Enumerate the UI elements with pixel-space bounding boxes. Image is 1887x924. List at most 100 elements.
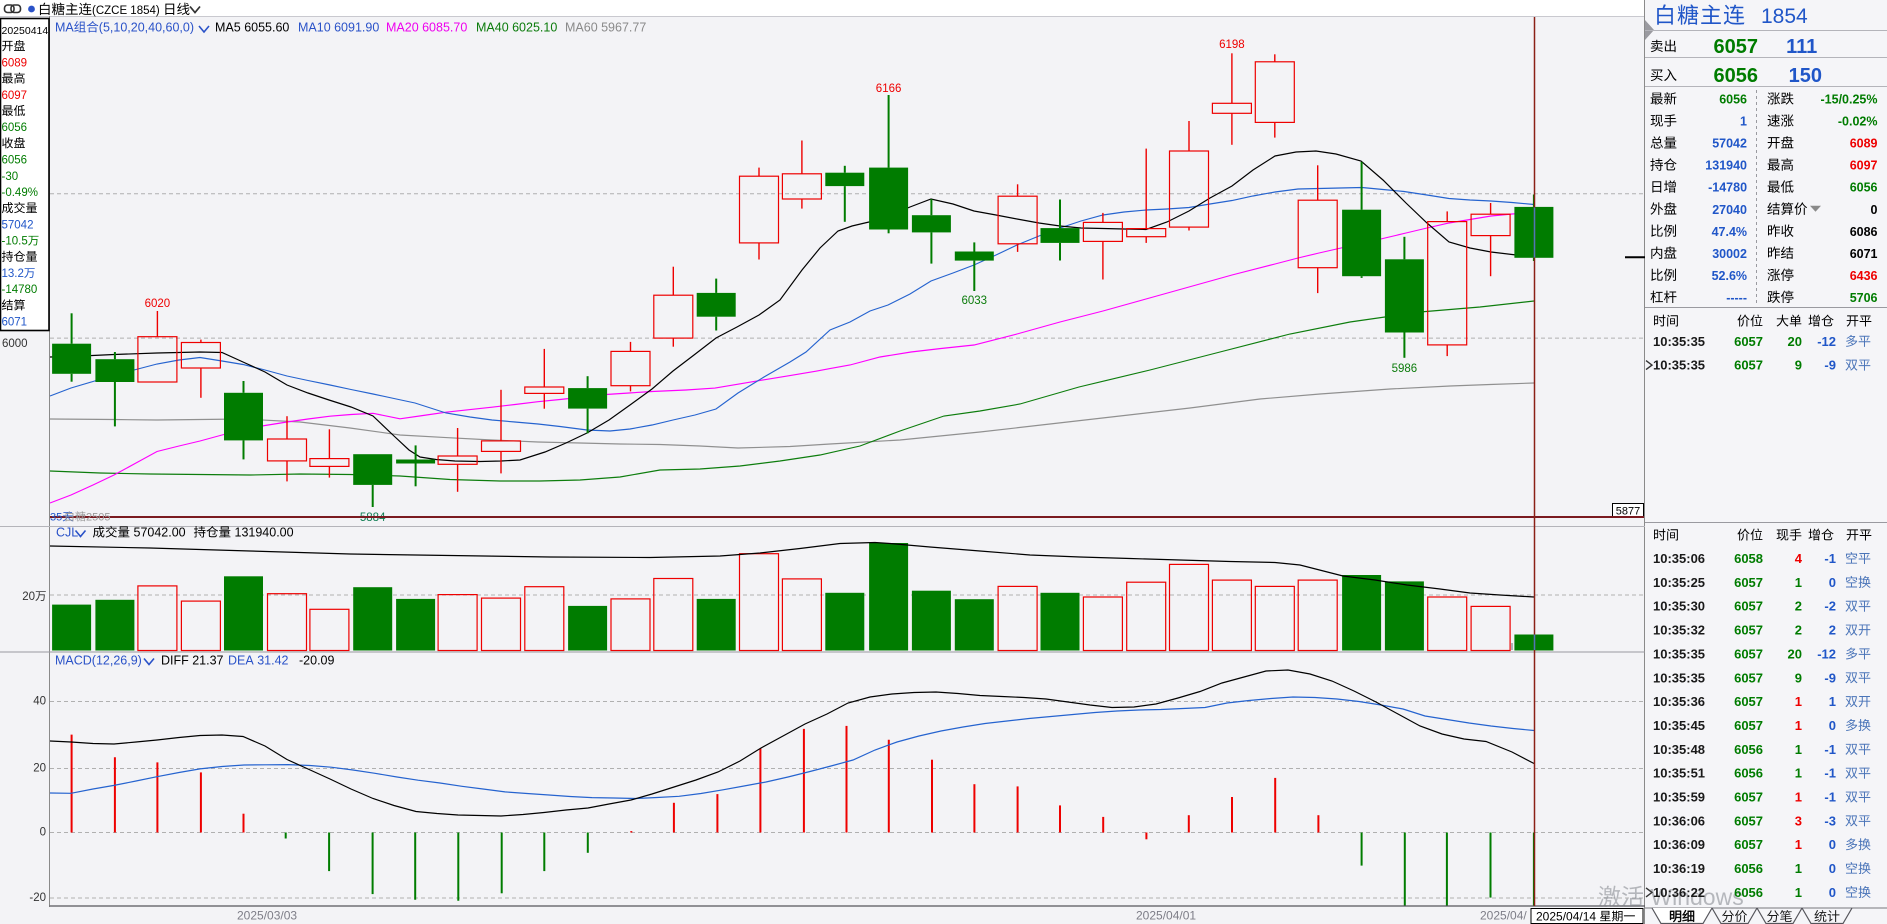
svg-text:131940.00: 131940.00 — [235, 526, 294, 540]
svg-text:10:36:22: 10:36:22 — [1653, 885, 1705, 900]
svg-text:2025/04/14: 2025/04/14 — [1536, 910, 1596, 924]
svg-text:6057: 6057 — [1734, 646, 1763, 661]
svg-text:6056: 6056 — [1734, 861, 1763, 876]
svg-text:6056: 6056 — [2, 122, 28, 134]
svg-text:9: 9 — [1795, 670, 1802, 685]
svg-text:6033: 6033 — [962, 295, 988, 307]
svg-text:-30: -30 — [2, 171, 19, 183]
svg-text:-1: -1 — [1824, 790, 1836, 805]
svg-text:6057: 6057 — [1734, 358, 1763, 373]
svg-text:2505: 2505 — [86, 512, 110, 524]
svg-text:5967.77: 5967.77 — [601, 21, 646, 35]
svg-text:52.6%: 52.6% — [1712, 269, 1747, 283]
svg-text:10:35:45: 10:35:45 — [1653, 718, 1705, 733]
svg-text:6057: 6057 — [1734, 837, 1763, 852]
svg-text:MA40: MA40 — [476, 21, 509, 35]
svg-text:10:35:35: 10:35:35 — [1653, 646, 1705, 661]
svg-text:6057: 6057 — [1734, 718, 1763, 733]
svg-text:2025/04/01: 2025/04/01 — [1136, 909, 1196, 923]
svg-text:-1: -1 — [1824, 766, 1836, 781]
svg-text:(5,10,20,40,60,0): (5,10,20,40,60,0) — [99, 21, 194, 35]
svg-text:10:35:51: 10:35:51 — [1653, 766, 1705, 781]
svg-text:MA10: MA10 — [298, 21, 331, 35]
svg-text:6086: 6086 — [1850, 225, 1878, 239]
svg-text:6056: 6056 — [1850, 181, 1878, 195]
svg-text:10:35:35: 10:35:35 — [1653, 358, 1705, 373]
svg-text:-0.49%: -0.49% — [2, 187, 38, 199]
svg-text:10:35:59: 10:35:59 — [1653, 790, 1705, 805]
svg-text:20: 20 — [1788, 646, 1802, 661]
svg-text:1: 1 — [1795, 742, 1802, 757]
svg-text:31.42: 31.42 — [257, 654, 288, 668]
svg-text:1: 1 — [1740, 115, 1747, 129]
svg-text:6025.10: 6025.10 — [512, 21, 557, 35]
svg-text:6085.70: 6085.70 — [422, 21, 467, 35]
svg-text:6057: 6057 — [1734, 694, 1763, 709]
svg-text:-20.09: -20.09 — [299, 654, 334, 668]
svg-text:MA60: MA60 — [565, 21, 598, 35]
svg-text:6166: 6166 — [876, 83, 902, 95]
svg-text:13.2: 13.2 — [2, 268, 24, 280]
svg-text:6198: 6198 — [1219, 39, 1245, 51]
svg-text:1: 1 — [1795, 790, 1802, 805]
svg-text:9: 9 — [1795, 358, 1802, 373]
svg-text:-12: -12 — [1817, 646, 1836, 661]
svg-text:-15/0.25%: -15/0.25% — [1821, 93, 1878, 107]
svg-text:5706: 5706 — [1850, 291, 1878, 305]
svg-text:20: 20 — [22, 591, 35, 603]
svg-text:-14780: -14780 — [2, 284, 38, 296]
svg-text:6057: 6057 — [1734, 790, 1763, 805]
svg-text:10:36:06: 10:36:06 — [1653, 813, 1705, 828]
svg-text:10:35:35: 10:35:35 — [1653, 670, 1705, 685]
svg-text:10:36:19: 10:36:19 — [1653, 861, 1705, 876]
svg-text:-0.02%: -0.02% — [1838, 115, 1878, 129]
svg-text:20: 20 — [33, 763, 46, 775]
svg-text:3: 3 — [1795, 813, 1802, 828]
svg-text:6089: 6089 — [1850, 137, 1878, 151]
svg-text:CJL: CJL — [56, 526, 78, 540]
svg-text:20: 20 — [1788, 334, 1802, 349]
svg-text:6056: 6056 — [1734, 742, 1763, 757]
svg-text:-9: -9 — [1824, 358, 1836, 373]
svg-text:1: 1 — [1795, 694, 1802, 709]
svg-text:6056: 6056 — [1734, 766, 1763, 781]
svg-text:-1: -1 — [1824, 742, 1836, 757]
svg-text:111: 111 — [1786, 36, 1817, 58]
svg-text:35: 35 — [50, 512, 62, 524]
svg-text:(CZCE: (CZCE — [92, 5, 127, 17]
svg-text:40: 40 — [33, 696, 46, 708]
svg-text:6097: 6097 — [1850, 159, 1878, 173]
svg-text:57042: 57042 — [2, 219, 34, 231]
svg-text:10:35:32: 10:35:32 — [1653, 623, 1705, 638]
svg-text:-10.5: -10.5 — [2, 236, 28, 248]
svg-text:MACD(12,26,9): MACD(12,26,9) — [55, 654, 142, 668]
svg-text:10:36:09: 10:36:09 — [1653, 837, 1705, 852]
svg-text:6057: 6057 — [1734, 623, 1763, 638]
svg-text:10:35:30: 10:35:30 — [1653, 599, 1705, 614]
svg-text:6056: 6056 — [1714, 65, 1759, 87]
svg-text:1: 1 — [1795, 718, 1802, 733]
svg-text:-9: -9 — [1824, 670, 1836, 685]
svg-text:6000: 6000 — [2, 338, 28, 350]
svg-text:0: 0 — [1829, 861, 1836, 876]
svg-text:6071: 6071 — [2, 317, 28, 329]
svg-text:6055.60: 6055.60 — [244, 21, 289, 35]
svg-text:-3: -3 — [1824, 813, 1836, 828]
svg-text:10:35:06: 10:35:06 — [1653, 551, 1705, 566]
svg-text:5986: 5986 — [1392, 363, 1418, 375]
svg-text:5877: 5877 — [1616, 506, 1640, 518]
svg-text:Windows: Windows — [1650, 884, 1743, 910]
svg-text:6020: 6020 — [145, 298, 171, 310]
svg-text:10:35:25: 10:35:25 — [1653, 575, 1705, 590]
svg-text:6058: 6058 — [1734, 551, 1763, 566]
svg-text:2025/03/03: 2025/03/03 — [237, 909, 297, 923]
svg-text:MA5: MA5 — [215, 21, 241, 35]
svg-text:57042.00: 57042.00 — [134, 526, 186, 540]
svg-text:150: 150 — [1789, 65, 1822, 87]
svg-text:1: 1 — [1795, 766, 1802, 781]
svg-text:2025/04/: 2025/04/ — [1480, 909, 1527, 923]
svg-text:6057: 6057 — [1734, 599, 1763, 614]
svg-text:4: 4 — [1795, 551, 1803, 566]
svg-text:0: 0 — [1829, 718, 1836, 733]
svg-text:131940: 131940 — [1705, 159, 1747, 173]
